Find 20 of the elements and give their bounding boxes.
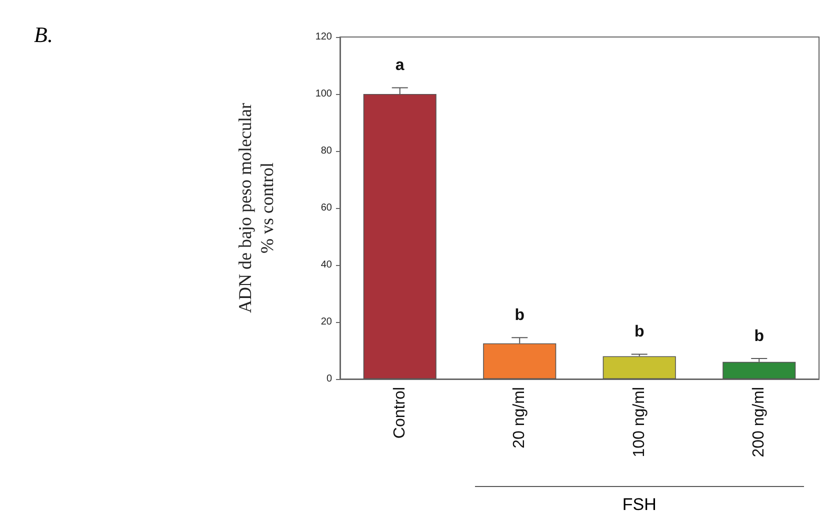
y-tick-label: 40 [320,260,332,270]
y-tick-label: 120 [315,32,332,42]
x-tick-label: 100 ng/ml [630,387,648,458]
bar [722,362,796,379]
bar [602,356,676,379]
annotation: a [395,57,404,74]
annotation: b [754,328,764,345]
text: B. [34,22,53,48]
annotation: b [634,324,644,341]
y-axis-title: ADN de bajo peso molecular % vs control [235,103,277,313]
x-tick-label: Control [391,387,408,439]
y-tick-label: 100 [315,88,332,100]
y-tick-label: 60 [320,202,332,214]
y-tick-label: 0 [326,374,332,384]
text: FSH [621,495,658,515]
y-tick-label: 80 [320,146,332,156]
y-tick-label: 20 [320,316,332,328]
x-tick-label: 20 ng/ml [511,387,528,448]
annotation: b [514,307,525,324]
x-tick-label: 200 ng/ml [750,387,768,458]
